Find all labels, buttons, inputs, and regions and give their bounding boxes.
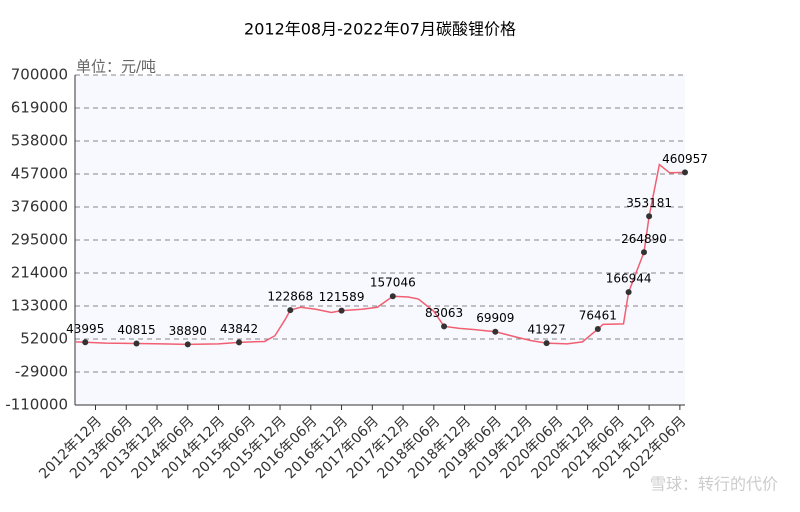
y-tick-label: 214000 <box>11 264 68 282</box>
point-marker <box>543 340 550 347</box>
y-tick-label: 619000 <box>11 99 68 117</box>
y-tick-label: 538000 <box>11 132 68 150</box>
data-label: 38890 <box>169 324 207 338</box>
y-tick-label: 457000 <box>11 165 68 183</box>
y-tick-label: 295000 <box>11 231 68 249</box>
y-tick-label: 700000 <box>11 66 68 84</box>
point-marker <box>133 340 140 347</box>
data-label: 69909 <box>476 311 514 325</box>
data-label: 353181 <box>626 196 672 210</box>
point-marker <box>646 213 653 220</box>
point-marker <box>441 323 448 330</box>
point-marker <box>184 341 191 348</box>
watermark: 雪球：转行的代价 <box>650 475 778 494</box>
data-label: 121589 <box>319 290 365 304</box>
point-marker <box>338 307 345 314</box>
chart-title: 2012年08月-2022年07月碳酸锂价格 <box>244 20 516 39</box>
data-label: 83063 <box>425 306 463 320</box>
y-tick-label: 133000 <box>11 297 68 315</box>
data-label: 43995 <box>66 322 104 336</box>
point-marker <box>682 169 688 176</box>
data-label: 40815 <box>117 323 155 337</box>
data-label: 122868 <box>267 290 313 304</box>
data-label: 43842 <box>220 322 258 336</box>
point-marker <box>492 328 499 335</box>
data-label: 76461 <box>579 309 617 323</box>
point-marker <box>287 307 294 314</box>
point-marker <box>389 293 396 300</box>
data-label: 157046 <box>370 276 416 290</box>
y-tick-label: 52000 <box>20 330 68 348</box>
y-tick-label: -110000 <box>5 396 68 414</box>
unit-label: 单位：元/吨 <box>76 58 156 76</box>
y-tick-label: -29000 <box>15 363 68 381</box>
point-marker <box>594 326 601 333</box>
y-tick-label: 376000 <box>11 198 68 216</box>
point-marker <box>640 249 647 256</box>
price-line <box>74 163 686 346</box>
data-label: 264890 <box>621 232 667 246</box>
point-marker <box>625 289 632 296</box>
point-marker <box>82 339 89 346</box>
data-label: 460957 <box>662 152 708 166</box>
point-marker <box>236 339 243 346</box>
data-label: 166944 <box>606 272 652 286</box>
data-label: 41927 <box>528 323 566 337</box>
